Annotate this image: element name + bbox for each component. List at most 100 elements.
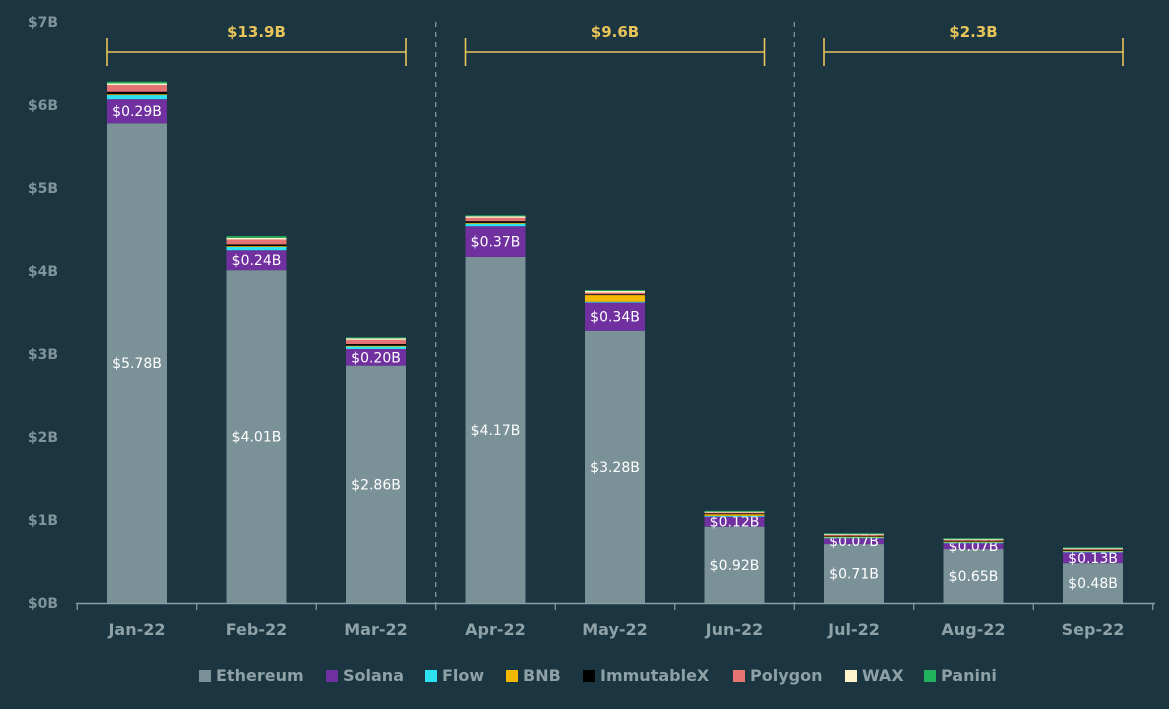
bar-segment-flow: [465, 223, 526, 227]
bracket-total-label: $13.9B: [227, 23, 286, 41]
bar-segment-flow: [585, 301, 645, 303]
legend-swatch-polygon: [733, 670, 745, 682]
x-tick-label: Aug-22: [941, 620, 1005, 639]
bar-segment-wax: [1063, 548, 1123, 550]
bar-segment-panini: [346, 337, 406, 339]
bar-segment-polygon: [704, 512, 765, 514]
bar-segment-panini: [704, 510, 765, 512]
bar-segment-polygon: [226, 239, 287, 245]
bar-value-label: $0.13B: [1068, 551, 1118, 567]
legend-swatch-flow: [425, 670, 437, 682]
bar-segment-solana: [226, 250, 287, 271]
bar-segment-wax: [346, 338, 406, 340]
bar-value-label: $4.01B: [232, 430, 282, 446]
group-separators: [435, 22, 795, 603]
y-tick-label: $1B: [28, 513, 58, 529]
bar-segment-polygon: [824, 534, 884, 536]
legend-label: BNB: [523, 666, 561, 685]
bar-segment-wax: [704, 511, 765, 513]
bar-segment-polygon: [1063, 549, 1123, 550]
legend: Ethereum Solana Flow BNB ImmutableX Polygon WA…: [199, 666, 997, 685]
bar-segment-solana: [824, 538, 884, 545]
bar-segment-wax: [585, 290, 645, 293]
bar-segment-bnb: [943, 541, 1004, 543]
bar-segment-immutablex: [226, 244, 287, 247]
bar-segment-bnb: [704, 514, 765, 516]
bar-segment-wax: [943, 539, 1004, 540]
bar-segment-solana: [1063, 552, 1123, 564]
bar-segment-ethereum: [704, 526, 765, 603]
bar-segment-ethereum: [1063, 563, 1123, 603]
legend-swatch-solana: [326, 670, 338, 682]
bar-segment-polygon: [346, 339, 406, 345]
bar-segment-panini: [585, 290, 645, 291]
x-tick-label: Apr-22: [465, 620, 526, 639]
y-tick-label: $7B: [28, 15, 58, 31]
bar-segment-flow: [704, 515, 765, 517]
y-tick-label: $6B: [28, 98, 58, 114]
legend-label: Flow: [442, 666, 484, 685]
bar-segment-ethereum: [346, 365, 406, 603]
bar-segment-polygon: [107, 85, 167, 92]
bar-segment-bnb: [107, 94, 167, 96]
bar-segment-ethereum: [226, 270, 287, 603]
bar-segment-flow: [226, 246, 287, 251]
legend-swatch-bnb: [506, 670, 518, 682]
bar-segment-wax: [107, 83, 167, 86]
y-tick-label: $3B: [28, 347, 58, 363]
bar-value-label: $0.24B: [232, 253, 282, 269]
x-tick-label: May-22: [582, 620, 648, 639]
bar-segment-ethereum: [943, 549, 1004, 603]
bar-segment-flow: [824, 537, 884, 539]
bar-value-label: $0.37B: [471, 235, 521, 251]
x-tick-label: Feb-22: [226, 620, 288, 639]
bar-segment-solana: [585, 302, 645, 331]
bar-value-label: $0.12B: [710, 515, 760, 531]
bar-segment-panini: [1063, 547, 1123, 549]
bracket-total-label: $9.6B: [591, 23, 639, 41]
bar-value-label: $4.17B: [471, 423, 521, 439]
bar-segment-polygon: [585, 292, 645, 295]
legend-label: WAX: [862, 666, 904, 685]
y-tick-label: $5B: [28, 181, 58, 197]
legend-label: Solana: [343, 666, 404, 685]
bar-value-label: $0.34B: [590, 310, 640, 326]
bar-segment-bnb: [226, 246, 287, 247]
legend-swatch-panini: [924, 670, 936, 682]
bar-segment-solana: [465, 226, 526, 257]
bar-value-label: $3.28B: [590, 460, 640, 476]
y-tick-label: $4B: [28, 264, 58, 280]
bar-segment-immutablex: [824, 535, 884, 537]
bar-segment-solana: [704, 516, 765, 527]
bar-segment-solana: [943, 543, 1004, 550]
bar-segment-immutablex: [704, 513, 765, 515]
bracket-total-label: $2.3B: [949, 23, 997, 41]
bar-segment-wax: [226, 237, 287, 240]
bar-segment-immutablex: [585, 294, 645, 296]
bar-segment-polygon: [465, 217, 526, 222]
x-tick-label: Jun-22: [705, 620, 764, 639]
bar-segment-ethereum: [465, 256, 526, 603]
legend-label: Panini: [941, 666, 997, 685]
x-tick-label: Sep-22: [1062, 620, 1125, 639]
bar-value-label: $0.65B: [949, 569, 999, 585]
bar-segment-flow: [943, 542, 1004, 544]
legend-swatch-wax: [845, 670, 857, 682]
legend-label: Polygon: [750, 666, 822, 685]
bar-segment-polygon: [943, 539, 1004, 541]
bar-segment-immutablex: [943, 540, 1004, 542]
x-axis: Jan-22 Feb-22 Mar-22 Apr-22 May-22 Jun-22 Jul-…: [76, 602, 1155, 639]
bar-segment-immutablex: [107, 91, 167, 95]
bar-segment-flow: [346, 346, 406, 350]
bar-segment-panini: [465, 215, 526, 217]
bar-segment-bnb: [1063, 550, 1123, 552]
bar-segment-immutablex: [465, 221, 526, 223]
bar-segment-wax: [465, 216, 526, 218]
bar-segment-ethereum: [824, 544, 884, 603]
legend-swatch-immutablex: [583, 670, 595, 682]
bar-segment-immutablex: [346, 344, 406, 346]
y-axis: $0B $1B $2B $3B $4B $5B $6B $7B: [28, 15, 58, 612]
bar-value-label: $5.78B: [112, 356, 162, 372]
group-total-brackets: $13.9B $9.6B $2.3B: [106, 23, 1124, 66]
y-tick-label: $0B: [28, 596, 58, 612]
